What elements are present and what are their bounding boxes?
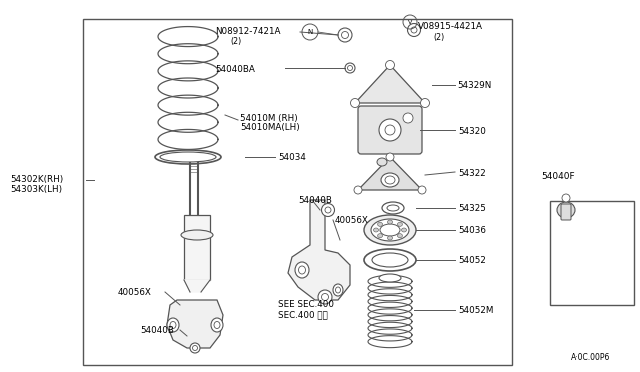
Ellipse shape — [387, 220, 392, 224]
Text: N: N — [307, 29, 312, 35]
Ellipse shape — [381, 173, 399, 187]
Ellipse shape — [181, 230, 213, 240]
Ellipse shape — [397, 222, 403, 226]
Text: SEC.400 参照: SEC.400 参照 — [278, 310, 328, 319]
Text: 54010M (RH): 54010M (RH) — [240, 114, 298, 123]
FancyBboxPatch shape — [561, 204, 571, 220]
Ellipse shape — [335, 287, 340, 293]
Ellipse shape — [298, 266, 305, 274]
Text: 54303K(LH): 54303K(LH) — [10, 185, 62, 194]
Text: 40056X: 40056X — [118, 288, 152, 297]
Ellipse shape — [562, 194, 570, 202]
Text: 40056X: 40056X — [335, 216, 369, 225]
Polygon shape — [355, 65, 425, 103]
Ellipse shape — [397, 234, 403, 238]
Ellipse shape — [387, 236, 392, 240]
Ellipse shape — [385, 176, 395, 184]
Ellipse shape — [321, 294, 328, 301]
Text: 54052M: 54052M — [458, 306, 493, 315]
Ellipse shape — [401, 228, 406, 232]
Text: 54325: 54325 — [458, 204, 486, 213]
Ellipse shape — [408, 23, 420, 36]
Ellipse shape — [193, 346, 198, 350]
Ellipse shape — [385, 61, 394, 70]
Text: (2): (2) — [433, 33, 444, 42]
Ellipse shape — [333, 284, 343, 296]
Text: 54052: 54052 — [458, 256, 486, 265]
Bar — [83, 19, 512, 365]
Text: SEE SEC.400: SEE SEC.400 — [278, 300, 334, 309]
Bar — [550, 201, 634, 305]
Ellipse shape — [378, 234, 383, 238]
Ellipse shape — [325, 207, 331, 213]
Text: N08912-7421A: N08912-7421A — [215, 27, 280, 36]
Ellipse shape — [372, 253, 408, 267]
Ellipse shape — [160, 152, 216, 162]
Ellipse shape — [374, 228, 378, 232]
Ellipse shape — [385, 125, 395, 135]
Ellipse shape — [418, 186, 426, 194]
Ellipse shape — [387, 205, 399, 211]
Text: 54040F: 54040F — [541, 172, 575, 181]
Text: 54036: 54036 — [458, 226, 486, 235]
Ellipse shape — [190, 343, 200, 353]
Ellipse shape — [420, 99, 429, 108]
Text: 54302K(RH): 54302K(RH) — [10, 175, 63, 184]
Ellipse shape — [170, 321, 176, 328]
Text: 54010MA(LH): 54010MA(LH) — [240, 123, 300, 132]
Ellipse shape — [295, 262, 309, 278]
Ellipse shape — [411, 27, 417, 33]
Bar — [184, 215, 210, 280]
Text: 54034: 54034 — [278, 153, 306, 162]
FancyBboxPatch shape — [358, 106, 422, 154]
Ellipse shape — [345, 63, 355, 73]
Ellipse shape — [321, 203, 335, 217]
Ellipse shape — [379, 274, 401, 282]
Text: V08915-4421A: V08915-4421A — [418, 22, 483, 31]
Ellipse shape — [167, 318, 179, 332]
Text: 54040BA: 54040BA — [215, 65, 255, 74]
Ellipse shape — [338, 28, 352, 42]
Ellipse shape — [403, 113, 413, 123]
Polygon shape — [184, 280, 210, 292]
Ellipse shape — [354, 186, 362, 194]
Ellipse shape — [342, 32, 349, 38]
Text: A·0C.00P6: A·0C.00P6 — [571, 353, 610, 362]
Ellipse shape — [364, 249, 416, 271]
Polygon shape — [288, 200, 350, 300]
Text: 54040B: 54040B — [298, 196, 332, 205]
Ellipse shape — [348, 65, 353, 71]
Text: 54040B: 54040B — [140, 326, 174, 335]
Text: 54322: 54322 — [458, 169, 486, 178]
Ellipse shape — [557, 202, 575, 218]
Ellipse shape — [379, 119, 401, 141]
Polygon shape — [167, 300, 223, 348]
Text: 54329N: 54329N — [457, 81, 492, 90]
Ellipse shape — [377, 158, 387, 166]
Text: (2): (2) — [230, 37, 241, 46]
Ellipse shape — [364, 215, 416, 245]
Ellipse shape — [318, 290, 332, 304]
Text: V: V — [408, 19, 412, 25]
Polygon shape — [358, 157, 422, 190]
Ellipse shape — [380, 224, 400, 236]
Ellipse shape — [382, 202, 404, 214]
Ellipse shape — [214, 321, 220, 328]
Ellipse shape — [371, 219, 409, 241]
Ellipse shape — [211, 318, 223, 332]
Ellipse shape — [351, 99, 360, 108]
Text: 54320: 54320 — [458, 127, 486, 136]
Ellipse shape — [378, 222, 383, 226]
Ellipse shape — [386, 153, 394, 161]
